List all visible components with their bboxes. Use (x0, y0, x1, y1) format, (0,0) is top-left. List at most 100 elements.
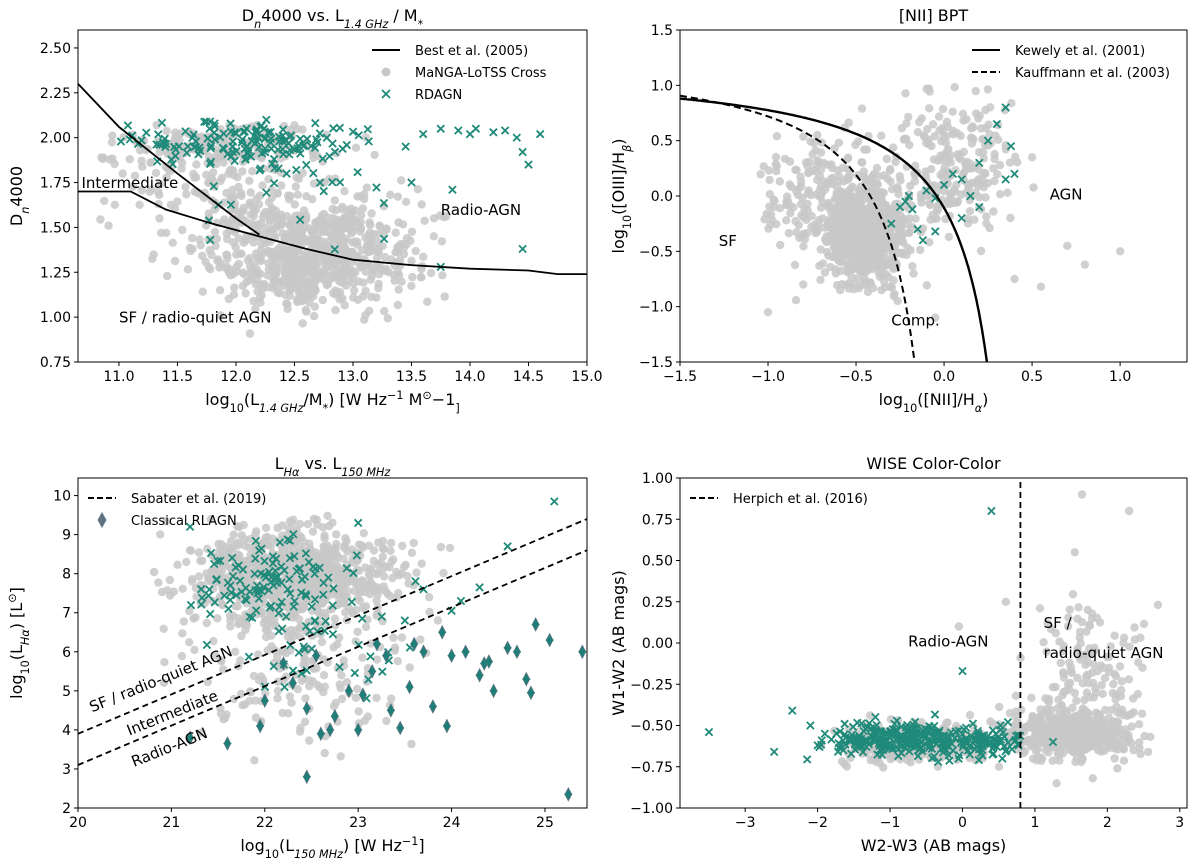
data-point (373, 560, 382, 569)
data-point (178, 629, 187, 638)
data-point (378, 241, 387, 251)
data-point (313, 554, 323, 563)
data-point-x (206, 235, 215, 245)
data-point (1027, 153, 1037, 162)
data-point (866, 279, 875, 288)
y-tick-label: 1.00 (40, 310, 71, 326)
data-point-x (471, 124, 481, 133)
data-point (340, 599, 349, 608)
data-point-x (206, 157, 216, 167)
y-axis-label-part: ([OIII]/H (609, 152, 628, 215)
data-point (979, 178, 988, 187)
data-point (104, 221, 113, 230)
data-point (894, 248, 904, 258)
data-point (217, 173, 227, 182)
data-point-x (871, 712, 880, 722)
data-point (119, 133, 128, 142)
data-point-x (142, 128, 151, 137)
data-point-x (342, 564, 351, 573)
region-annotation: Radio-AGN (441, 201, 521, 219)
data-point-x (353, 518, 363, 528)
data-point (248, 167, 257, 176)
data-point-x (226, 119, 235, 128)
data-point (358, 204, 368, 213)
data-point (971, 109, 981, 118)
x-axis-label-part: −1 (402, 835, 419, 848)
region-annotation: Intermediate (82, 174, 179, 192)
data-point (1117, 677, 1127, 686)
data-point-x (209, 182, 219, 191)
data-point-x (918, 236, 928, 245)
data-point (267, 185, 276, 194)
data-point (925, 104, 934, 113)
data-point (1111, 728, 1120, 738)
data-point (339, 266, 349, 275)
data-point (834, 255, 843, 265)
data-point-x (310, 595, 320, 604)
data-point (1095, 729, 1105, 738)
data-point (1082, 650, 1091, 659)
data-point (1088, 774, 1098, 783)
data-point-x (315, 563, 324, 573)
x-axis-label-part: log (240, 836, 264, 855)
data-point (256, 269, 265, 279)
data-point (169, 587, 179, 596)
data-point-x (226, 581, 235, 590)
demarcation-curve (680, 97, 989, 362)
x-axis-label-part: ([NII]/H (917, 390, 975, 409)
x-axis-label-part: /M (303, 390, 322, 409)
data-point (397, 277, 406, 286)
data-point (904, 112, 913, 122)
data-point (800, 211, 809, 221)
data-point (832, 182, 842, 191)
data-point (975, 193, 984, 202)
data-point (300, 717, 310, 726)
data-point-x (448, 185, 457, 194)
data-point (205, 246, 214, 255)
data-point-x (241, 154, 250, 164)
data-point (351, 143, 361, 152)
data-point-x (890, 719, 899, 729)
data-point (320, 748, 329, 758)
data-point (799, 229, 808, 238)
data-point (229, 694, 238, 704)
reference-line (78, 190, 587, 275)
data-point (301, 290, 310, 300)
data-point-x (283, 585, 292, 594)
chart-title-part: [NII] BPT (899, 6, 969, 25)
data-point (255, 293, 264, 303)
data-point-x (329, 124, 338, 133)
data-point (937, 137, 946, 146)
data-point (1042, 709, 1051, 718)
x-axis-label-part: −1 (432, 390, 456, 409)
x-axis-label-part: log (879, 390, 903, 409)
data-point (229, 530, 238, 539)
data-point (873, 180, 882, 189)
data-point (255, 191, 265, 200)
data-point-x (295, 134, 305, 144)
data-point-x (328, 601, 337, 610)
data-point (361, 311, 370, 320)
data-point (782, 200, 791, 210)
data-point-x (257, 149, 267, 158)
data-point-x (856, 742, 865, 751)
data-point (1088, 733, 1097, 742)
data-point (1070, 688, 1080, 698)
data-point (435, 211, 445, 220)
data-point (839, 200, 848, 210)
data-point (397, 176, 406, 185)
y-axis-label-part: 10 (19, 660, 32, 674)
data-point (386, 694, 396, 703)
data-point (290, 200, 299, 209)
data-point-x (335, 178, 345, 187)
data-point (367, 292, 376, 301)
data-point (407, 227, 417, 236)
data-point-x (931, 227, 940, 236)
data-point (399, 249, 409, 259)
data-point (383, 314, 392, 323)
data-point-x (238, 135, 247, 144)
x-tick-label: 25 (536, 815, 554, 831)
data-point (293, 190, 302, 199)
data-point (445, 543, 455, 553)
data-point (327, 590, 337, 599)
